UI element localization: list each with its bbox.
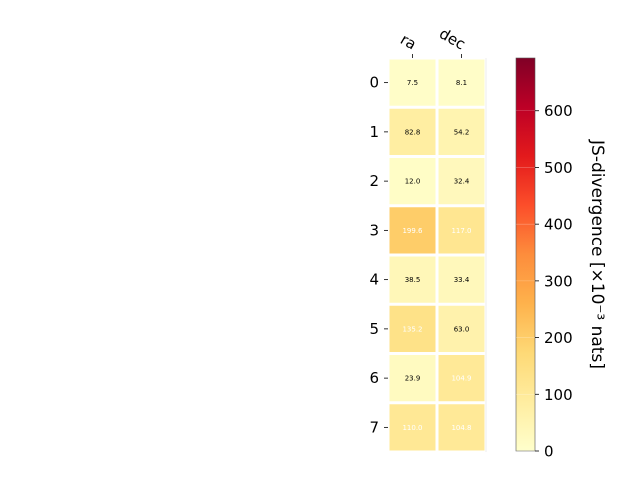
colorbar-gradient	[515, 57, 536, 452]
cell-value-label: 38.5	[405, 276, 421, 284]
row-label-2: 2	[369, 172, 379, 190]
cell-value-label: 63.0	[454, 325, 470, 333]
heatmap-cell-r7-c0	[389, 404, 436, 451]
colorbar-tick-label: 0	[544, 443, 554, 461]
cell-value-label: 110.0	[402, 424, 422, 432]
row-label-7: 7	[369, 418, 379, 436]
column-label-1: dec	[436, 24, 468, 53]
cell-value-label: 54.2	[454, 128, 470, 136]
heatmap-cell-r5-c1	[438, 305, 485, 352]
heatmap-cell-r0-c0	[389, 59, 436, 106]
row-tick-labels: 0 1 2 3 4 5 6 7	[369, 74, 388, 436]
colorbar: 0 100 200 300 400 500 600 JS-divergence [×10⁻³ …	[515, 57, 607, 461]
cell-value-label: 12.0	[405, 178, 421, 186]
column-label-0: ra	[397, 30, 419, 53]
cell-value-label: 33.4	[454, 276, 470, 284]
colorbar-tick-label: 400	[544, 216, 573, 234]
colorbar-tick-label: 500	[544, 159, 573, 177]
cell-value-label: 82.8	[405, 128, 421, 136]
cell-value-label: 117.0	[451, 227, 471, 235]
row-label-6: 6	[369, 369, 379, 387]
row-label-0: 0	[369, 74, 379, 92]
row-label-5: 5	[369, 320, 379, 338]
heatmap-cell-r6-c1	[438, 355, 485, 402]
heatmap-cell-r4-c0	[389, 256, 436, 303]
heatmap-cell-r1-c1	[438, 108, 485, 155]
cell-value-label: 7.5	[407, 79, 418, 87]
row-label-3: 3	[369, 221, 379, 239]
heatmap-cell-r4-c1	[438, 256, 485, 303]
cell-value-label: 23.9	[405, 375, 421, 383]
heatmap-cell-r2-c1	[438, 158, 485, 205]
colorbar-tick-label: 100	[544, 386, 573, 404]
cell-value-label: 135.2	[402, 325, 422, 333]
row-label-1: 1	[369, 123, 379, 141]
cell-value-label: 199.6	[402, 227, 423, 235]
heatmap-cells: 7.5 8.1 82.8 54.2 12.0 32.4 199.6 117.0 38.5 33.4…	[389, 58, 487, 452]
colorbar-tick-label: 300	[544, 272, 573, 290]
heatmap-cell-r0-c1	[438, 59, 485, 106]
colorbar-label: JS-divergence [×10⁻³ nats]	[587, 139, 607, 369]
cell-value-label: 104.8	[451, 424, 471, 432]
colorbar-tick-label: 200	[544, 329, 573, 347]
colorbar-tick-label: 600	[544, 102, 573, 120]
column-tick-labels: ra dec	[397, 24, 469, 58]
cell-value-label: 32.4	[454, 178, 470, 186]
heatmap-cell-r7-c1	[438, 404, 485, 451]
row-label-4: 4	[369, 271, 379, 289]
heatmap-cell-r1-c0	[389, 108, 436, 155]
heatmap-cell-r3-c0	[389, 207, 436, 254]
heatmap-cell-r3-c1	[438, 207, 485, 254]
heatmap-cell-r2-c0	[389, 158, 436, 205]
heatmap-cell-r5-c0	[389, 305, 436, 352]
cell-value-label: 8.1	[456, 79, 467, 87]
cell-value-label: 104.9	[451, 375, 471, 383]
heatmap-cell-r6-c0	[389, 355, 436, 402]
